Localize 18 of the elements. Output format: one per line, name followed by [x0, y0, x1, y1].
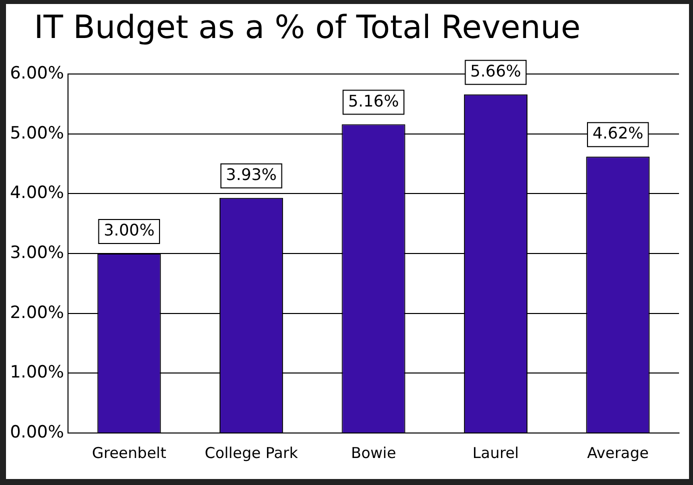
y-tick-label: 2.00% — [10, 302, 64, 323]
data-label: 3.00% — [104, 220, 155, 240]
x-tick-label: Average — [587, 444, 649, 462]
y-tick-label: 5.00% — [10, 123, 64, 144]
y-tick-label: 4.00% — [10, 183, 64, 204]
y-tick-label: 0.00% — [10, 422, 64, 442]
y-tick-label: 1.00% — [10, 362, 64, 383]
data-label: 5.66% — [470, 62, 522, 80]
x-tick-label: College Park — [204, 444, 298, 462]
x-tick-label: Greenbelt — [92, 444, 166, 462]
y-tick-label: 6.00% — [10, 63, 64, 84]
chart-title: IT Budget as a % of Total Revenue — [34, 8, 581, 46]
data-label: 3.93% — [226, 165, 277, 184]
x-tick-label: Bowie — [350, 444, 396, 462]
y-tick-label: 3.00% — [10, 242, 64, 263]
data-label: 5.16% — [348, 91, 399, 110]
data-label: 4.62% — [592, 124, 644, 143]
x-tick-label: Laurel — [472, 444, 519, 462]
